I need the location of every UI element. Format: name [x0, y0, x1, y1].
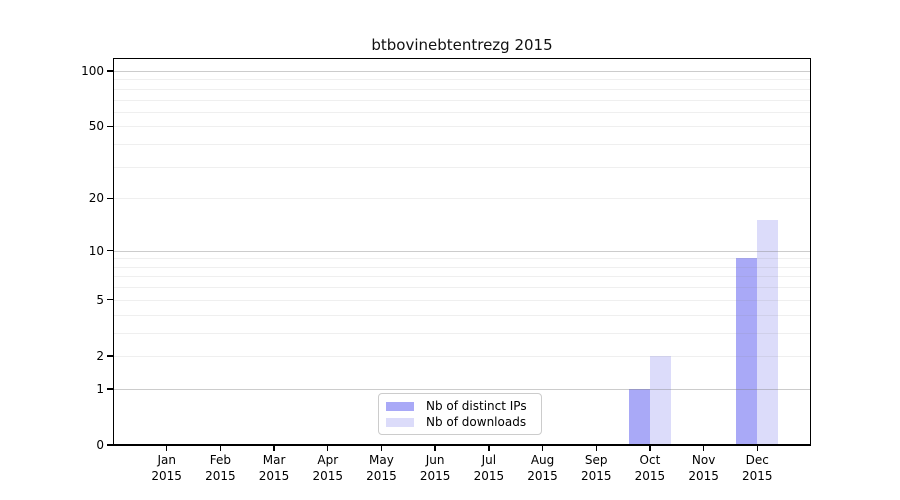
bar-distinct-ips-dec: [736, 258, 758, 445]
x-tick-mark-sep: [595, 445, 597, 451]
x-tick-label-sep: Sep 2015: [580, 453, 612, 483]
legend-item-distinct-ips: Nb of distinct IPs: [386, 399, 533, 414]
legend: Nb of distinct IPs Nb of downloads: [378, 393, 542, 435]
legend-label-distinct-ips: Nb of distinct IPs: [426, 399, 527, 413]
gridline-1: [113, 388, 811, 390]
x-tick-mark-apr: [327, 445, 329, 451]
legend-label-downloads: Nb of downloads: [426, 415, 527, 429]
gridline-80: [113, 88, 811, 90]
x-tick-label-jul: Jul 2015: [473, 453, 505, 483]
y-tick-label-1: 1: [96, 381, 104, 396]
bar-distinct-ips-oct: [628, 388, 650, 445]
gridline-9: [113, 258, 811, 260]
axis-spine-right: [810, 58, 812, 446]
plot-area: [113, 58, 811, 445]
x-tick-mark-nov: [702, 445, 705, 451]
gridline-30: [113, 166, 811, 168]
x-tick-mark-jan: [165, 445, 168, 451]
y-tick-label-50: 50: [88, 119, 104, 134]
x-tick-mark-mar: [273, 445, 275, 451]
gridline-7: [113, 276, 811, 278]
x-tick-label-apr: Apr 2015: [312, 453, 344, 483]
gridline-6: [113, 287, 811, 289]
y-tick-mark-0: [107, 444, 113, 446]
x-tick-mark-aug: [541, 445, 544, 451]
y-tick-label-10: 10: [88, 243, 104, 258]
x-tick-label-jan: Jan 2015: [151, 453, 182, 483]
x-tick-label-nov: Nov 2015: [688, 453, 719, 483]
gridline-4: [113, 314, 811, 316]
y-tick-mark-10: [107, 249, 113, 252]
x-tick-label-jun: Jun 2015: [419, 453, 451, 483]
y-tick-label-0: 0: [96, 438, 104, 452]
x-tick-mark-jul: [488, 445, 490, 451]
y-tick-label-2: 2: [96, 348, 104, 363]
gridline-10: [113, 250, 811, 252]
x-tick-label-dec: Dec 2015: [742, 453, 773, 483]
legend-swatch-distinct-ips-icon: [386, 401, 414, 411]
chart-title: btbovinebtentrezg 2015: [371, 36, 553, 54]
y-tick-label-5: 5: [96, 292, 104, 307]
x-tick-mark-may: [380, 445, 383, 451]
x-tick-label-may: May 2015: [366, 453, 397, 483]
x-tick-mark-dec: [756, 445, 758, 451]
bar-downloads-dec: [757, 220, 779, 445]
y-tick-label-20: 20: [88, 191, 104, 206]
gridline-20: [113, 198, 811, 200]
x-tick-mark-jun: [434, 445, 436, 451]
y-tick-mark-2: [107, 355, 113, 357]
y-tick-mark-1: [107, 388, 113, 390]
y-tick-mark-100: [107, 70, 113, 72]
gridline-60: [113, 111, 811, 113]
y-tick-mark-50: [107, 125, 113, 128]
gridline-5: [113, 299, 811, 301]
axis-spine-top: [113, 58, 811, 59]
legend-swatch-downloads-icon: [386, 417, 414, 427]
y-tick-mark-5: [107, 299, 113, 301]
gridline-8: [113, 266, 811, 268]
gridline-3: [113, 332, 811, 334]
x-tick-label-feb: Feb 2015: [205, 453, 236, 483]
legend-item-downloads: Nb of downloads: [386, 415, 533, 430]
x-tick-label-oct: Oct 2015: [634, 453, 666, 483]
gridline-50: [113, 126, 811, 128]
axis-spine-bottom: [112, 444, 811, 446]
y-tick-mark-20: [107, 197, 113, 199]
axis-spine-left: [112, 58, 114, 446]
x-tick-mark-oct: [649, 445, 651, 451]
x-tick-label-mar: Mar 2015: [258, 453, 290, 483]
x-tick-label-aug: Aug 2015: [527, 453, 558, 483]
y-tick-label-100: 100: [81, 63, 104, 78]
gridline-70: [113, 99, 811, 101]
gridline-40: [113, 144, 811, 146]
gridline-100: [113, 70, 811, 72]
gridline-2: [113, 355, 811, 357]
x-tick-mark-feb: [219, 445, 222, 451]
bar-downloads-oct: [649, 355, 671, 445]
gridline-90: [113, 79, 811, 81]
